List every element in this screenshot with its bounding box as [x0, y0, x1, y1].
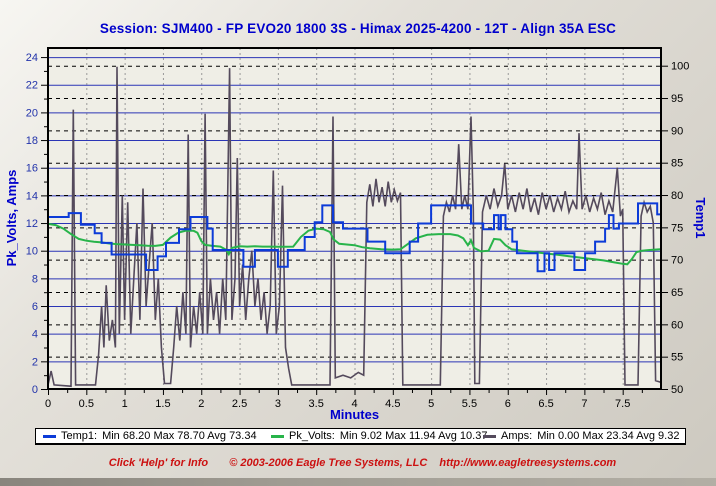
- x-tick-label: 2.5: [232, 398, 247, 410]
- y-left-tick-label: 14: [26, 190, 38, 202]
- y-left-tick-label: 4: [32, 329, 38, 341]
- legend: Temp1: Min 68.20 Max 78.70 Avg 73.34 Pk_…: [35, 428, 686, 445]
- y-left-tick-label: 20: [26, 107, 38, 119]
- series-pkvolts: [48, 222, 661, 266]
- y-left-tick-label: 12: [26, 218, 38, 230]
- y-left-tick-label: 16: [26, 163, 38, 175]
- y-left-tick-label: 0: [32, 384, 38, 396]
- x-tick-label: 5: [428, 398, 434, 410]
- y-right-tick-label: 90: [671, 125, 683, 137]
- plot-border: [47, 47, 662, 390]
- legend-label: Amps:: [501, 430, 533, 442]
- y-left-tick-label: 6: [32, 301, 38, 313]
- x-tick-label: 6.5: [538, 398, 553, 410]
- x-tick-label: 3: [275, 398, 281, 410]
- footer-url-link[interactable]: http://www.eagletreesystems.com: [439, 457, 617, 469]
- y-right-tick-label: 80: [671, 190, 683, 202]
- amps-line-swatch-icon: [483, 434, 496, 438]
- x-tick-label: 0.5: [79, 398, 94, 410]
- legend-entry-amps: Amps: Min 0.00 Max 23.34 Avg 9.32: [483, 430, 679, 442]
- y-left-tick-label: 22: [26, 80, 38, 92]
- y-left-tick-label: 18: [26, 135, 38, 147]
- y-right-tick-label: 75: [671, 222, 683, 234]
- x-tick-label: 7.5: [615, 398, 630, 410]
- series-layer: [48, 66, 661, 388]
- y-right-tick-label: 50: [671, 384, 683, 396]
- y-right-tick-label: 95: [671, 93, 683, 105]
- y-right-tick-label: 60: [671, 319, 683, 331]
- x-tick-label: 0: [45, 398, 51, 410]
- legend-stats: Min 9.02 Max 11.94 Avg 10.37: [339, 430, 488, 442]
- legend-stats: Min 0.00 Max 23.34 Avg 9.32: [537, 430, 680, 442]
- temp1-line-swatch-icon: [43, 434, 56, 438]
- x-tick-label: 3.5: [309, 398, 324, 410]
- legend-label: Pk_Volts:: [289, 430, 335, 442]
- window-edge-shadow: [0, 478, 716, 486]
- tick-marks: [41, 57, 668, 395]
- y-right-tick-label: 100: [671, 61, 689, 73]
- y-left-tick-label: 24: [26, 52, 38, 64]
- tick-labels: 0 0.5 1 1.5 2 2.5 3 3.5 4 4.5 5 5.5 6 6.5 7 7.502468101…: [26, 52, 690, 410]
- y-left-tick-label: 2: [32, 356, 38, 368]
- series-temp1: [48, 202, 661, 273]
- y-right-tick-label: 55: [671, 352, 683, 364]
- footer-help-text: Click 'Help' for Info: [108, 457, 209, 469]
- legend-entry-temp1: Temp1: Min 68.20 Max 78.70 Avg 73.34: [43, 430, 271, 442]
- left-axis-gridlines: [48, 57, 661, 363]
- series-amps: [48, 66, 661, 388]
- x-tick-label: 1: [122, 398, 128, 410]
- x-tick-label: 4.5: [385, 398, 400, 410]
- footer-bar: Click 'Help' for Info © 2003-2006 Eagle …: [0, 457, 716, 469]
- y-right-axis-title: Temp1: [693, 197, 708, 239]
- footer-copyright: © 2003-2006 Eagle Tree Systems, LLC: [229, 457, 428, 469]
- pkvolts-line-swatch-icon: [271, 434, 284, 438]
- x-tick-label: 7: [581, 398, 587, 410]
- legend-label: Temp1:: [61, 430, 98, 442]
- x-tick-label: 4: [351, 398, 357, 410]
- x-axis-title: Minutes: [329, 407, 380, 422]
- chart-title: Session: SJM400 - FP EVO20 1800 3S - Him…: [99, 21, 617, 36]
- legend-entry-pkvolts: Pk_Volts: Min 9.02 Max 11.94 Avg 10.37: [271, 430, 487, 442]
- y-left-tick-label: 10: [26, 246, 38, 258]
- y-left-tick-label: 8: [32, 273, 38, 285]
- legend-stats: Min 68.20 Max 78.70 Avg 73.34: [102, 430, 257, 442]
- y-left-axis-title: Pk_Volts, Amps: [4, 169, 19, 267]
- x-tick-label: 2: [198, 398, 204, 410]
- y-right-tick-label: 70: [671, 255, 683, 267]
- x-tick-label: 6: [505, 398, 511, 410]
- x-tick-label: 5.5: [462, 398, 477, 410]
- y-right-tick-label: 65: [671, 287, 683, 299]
- y-right-tick-label: 85: [671, 158, 683, 170]
- x-tick-label: 1.5: [155, 398, 170, 410]
